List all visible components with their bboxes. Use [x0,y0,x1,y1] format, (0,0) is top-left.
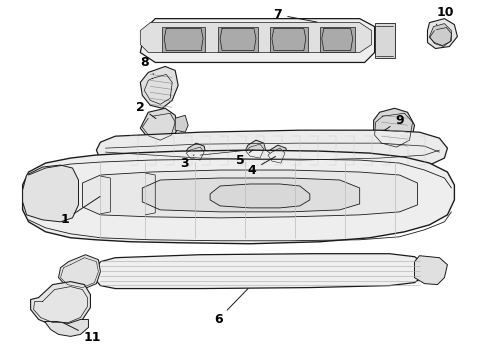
Text: 7: 7 [273,8,317,22]
Polygon shape [375,23,394,58]
Text: 8: 8 [140,56,153,74]
Polygon shape [142,178,360,212]
Polygon shape [210,184,310,208]
Polygon shape [96,254,424,289]
Polygon shape [82,170,417,218]
Polygon shape [218,27,258,53]
Text: 3: 3 [180,155,194,170]
Polygon shape [245,140,266,159]
Polygon shape [58,255,100,289]
Polygon shape [97,130,447,170]
Polygon shape [175,115,188,132]
Text: 11: 11 [63,323,101,344]
Polygon shape [374,108,415,148]
Text: 10: 10 [437,6,454,24]
Text: 5: 5 [236,150,253,167]
Polygon shape [23,165,78,222]
Polygon shape [429,24,451,46]
Polygon shape [140,19,375,62]
Polygon shape [267,145,288,164]
Polygon shape [45,319,89,336]
Polygon shape [140,23,371,53]
Polygon shape [185,143,206,162]
Polygon shape [270,27,308,53]
Polygon shape [415,256,447,285]
Text: 9: 9 [384,114,404,131]
Text: 6: 6 [214,289,248,326]
Polygon shape [23,150,454,244]
Text: 2: 2 [136,101,156,118]
Polygon shape [140,67,178,108]
Polygon shape [162,27,205,53]
Polygon shape [427,19,457,49]
Text: 1: 1 [60,197,100,226]
Text: 4: 4 [247,157,275,176]
Polygon shape [320,27,355,53]
Polygon shape [30,282,91,325]
Polygon shape [140,108,178,142]
